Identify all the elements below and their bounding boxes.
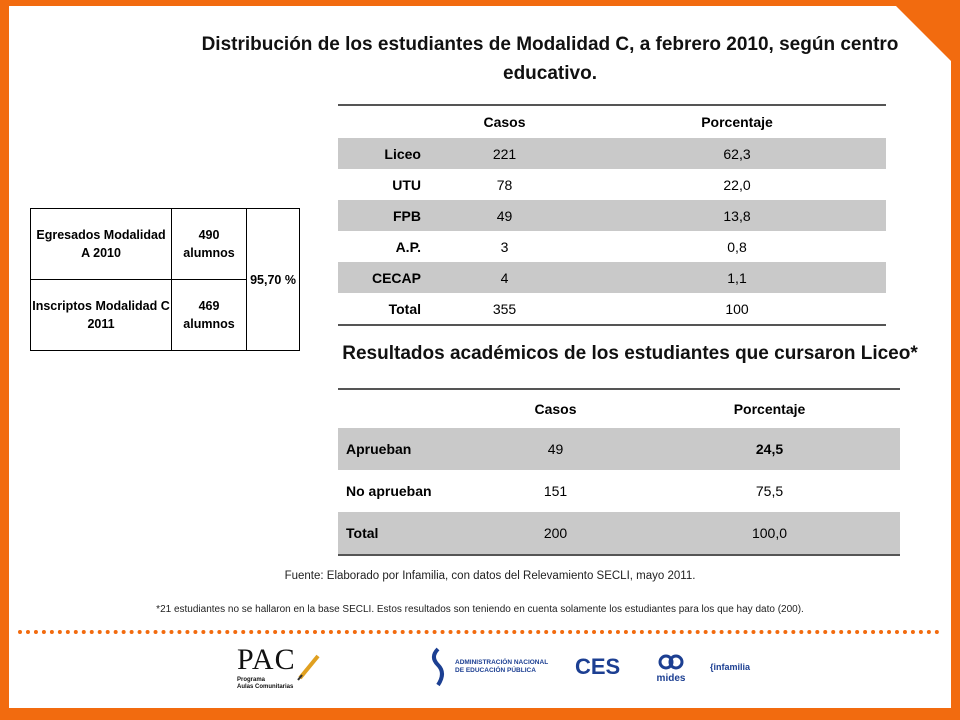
table-row: FPB 49 13,8 (338, 200, 886, 231)
row-porcentaje: 100,0 (639, 512, 900, 556)
inscriptos-value: 469 alumnos (171, 279, 247, 351)
row-casos: 49 (421, 200, 588, 231)
row-label: Total (338, 512, 472, 556)
pencil-icon (296, 654, 320, 681)
header-casos: Casos (421, 104, 588, 138)
row-porcentaje: 0,8 (727, 238, 747, 255)
pac-sub2: Aulas Comunitarias (237, 684, 294, 690)
header-porcentaje: Porcentaje (639, 388, 900, 428)
row-label: UTU (392, 176, 421, 193)
mides-emblem-icon (658, 654, 684, 669)
row-porcentaje: 62,3 (588, 138, 886, 169)
frame-bottom-border (0, 708, 960, 720)
frame-right-border (951, 0, 960, 720)
mides-logo: mides (636, 651, 706, 684)
table-row: UTU 78 22,0 (338, 169, 886, 200)
row-label: Total (338, 293, 421, 326)
ratio-value: 95,70 % (246, 208, 300, 351)
table-row: A.P. 3 0,8 (338, 231, 886, 262)
infamilia-logo: {infamilia (710, 662, 751, 672)
frame-left-border (0, 0, 9, 720)
dotted-divider (18, 630, 940, 634)
row-casos: 78 (496, 176, 513, 193)
row-label: CECAP (338, 262, 421, 293)
row-label: No aprueban (346, 483, 432, 499)
row-porcentaje: 100 (588, 293, 886, 326)
row-casos: 3 (500, 238, 509, 255)
row-casos: 200 (472, 512, 639, 556)
table-row-total: Total 200 100,0 (338, 512, 900, 556)
row-porcentaje: 24,5 (639, 428, 900, 470)
pac-logo-text: PAC (237, 643, 296, 676)
row-label: Aprueban (338, 428, 472, 470)
header-empty (338, 388, 472, 428)
row-casos: 4 (421, 262, 588, 293)
header-casos: Casos (472, 388, 639, 428)
table-row: No aprueban 151 75,5 (338, 470, 900, 512)
anep-line1: ADMINISTRACIÓN NACIONAL (455, 659, 549, 666)
results-table: Casos Porcentaje Aprueban 49 24,5 No apr… (338, 388, 900, 556)
row-casos: 355 (421, 293, 588, 326)
row-label: A.P. (395, 238, 421, 255)
corner-decoration (890, 0, 960, 70)
row-casos: 221 (421, 138, 588, 169)
enrollment-table: Egresados Modalidad A 2010 490 alumnos 9… (30, 208, 300, 351)
egresados-label: Egresados Modalidad A 2010 (30, 208, 172, 280)
ces-logo: CES (575, 654, 621, 679)
header-empty (338, 104, 421, 138)
source-note: Fuente: Elaborado por Infamilia, con dat… (284, 570, 696, 582)
row-casos: 49 (472, 428, 639, 470)
row-porcentaje: 13,8 (588, 200, 886, 231)
pac-logo: PAC Programa Aulas Comunitarias (237, 643, 357, 691)
row-label: Liceo (338, 138, 421, 169)
table-header-row: Casos Porcentaje (338, 388, 900, 428)
page-title: Distribución de los estudiantes de Modal… (201, 34, 899, 84)
header-porcentaje: Porcentaje (588, 104, 886, 138)
row-porcentaje: 1,1 (588, 262, 886, 293)
inscriptos-label: Inscriptos Modalidad C 2011 (30, 279, 172, 351)
table-row: Liceo 221 62,3 (338, 138, 886, 169)
table-row-total: Total 355 100 (338, 293, 886, 326)
row-label: FPB (338, 200, 421, 231)
distribution-table: Casos Porcentaje Liceo 221 62,3 UTU 78 2… (338, 104, 886, 326)
row-casos: 151 (543, 483, 568, 499)
results-title: Resultados académicos de los estudiantes… (342, 343, 918, 364)
logo-strip: PAC Programa Aulas Comunitarias ADMINIST… (225, 638, 775, 696)
table-row: Aprueban 49 24,5 (338, 428, 900, 470)
pac-sub1: Programa (237, 677, 266, 683)
table-header-row: Casos Porcentaje (338, 104, 886, 138)
anep-logo: ADMINISTRACIÓN NACIONAL DE EDUCACIÓN PÚB… (427, 647, 567, 687)
anep-emblem-icon (432, 647, 444, 687)
mides-text: mides (656, 672, 686, 684)
row-porcentaje: 22,0 (723, 176, 751, 193)
footnote: *21 estudiantes no se hallaron en la bas… (156, 604, 804, 615)
row-porcentaje: 75,5 (755, 483, 784, 499)
egresados-value: 490 alumnos (171, 208, 247, 280)
frame-top-border (0, 0, 960, 6)
anep-line2: DE EDUCACIÓN PÚBLICA (455, 667, 536, 674)
table-row: CECAP 4 1,1 (338, 262, 886, 293)
